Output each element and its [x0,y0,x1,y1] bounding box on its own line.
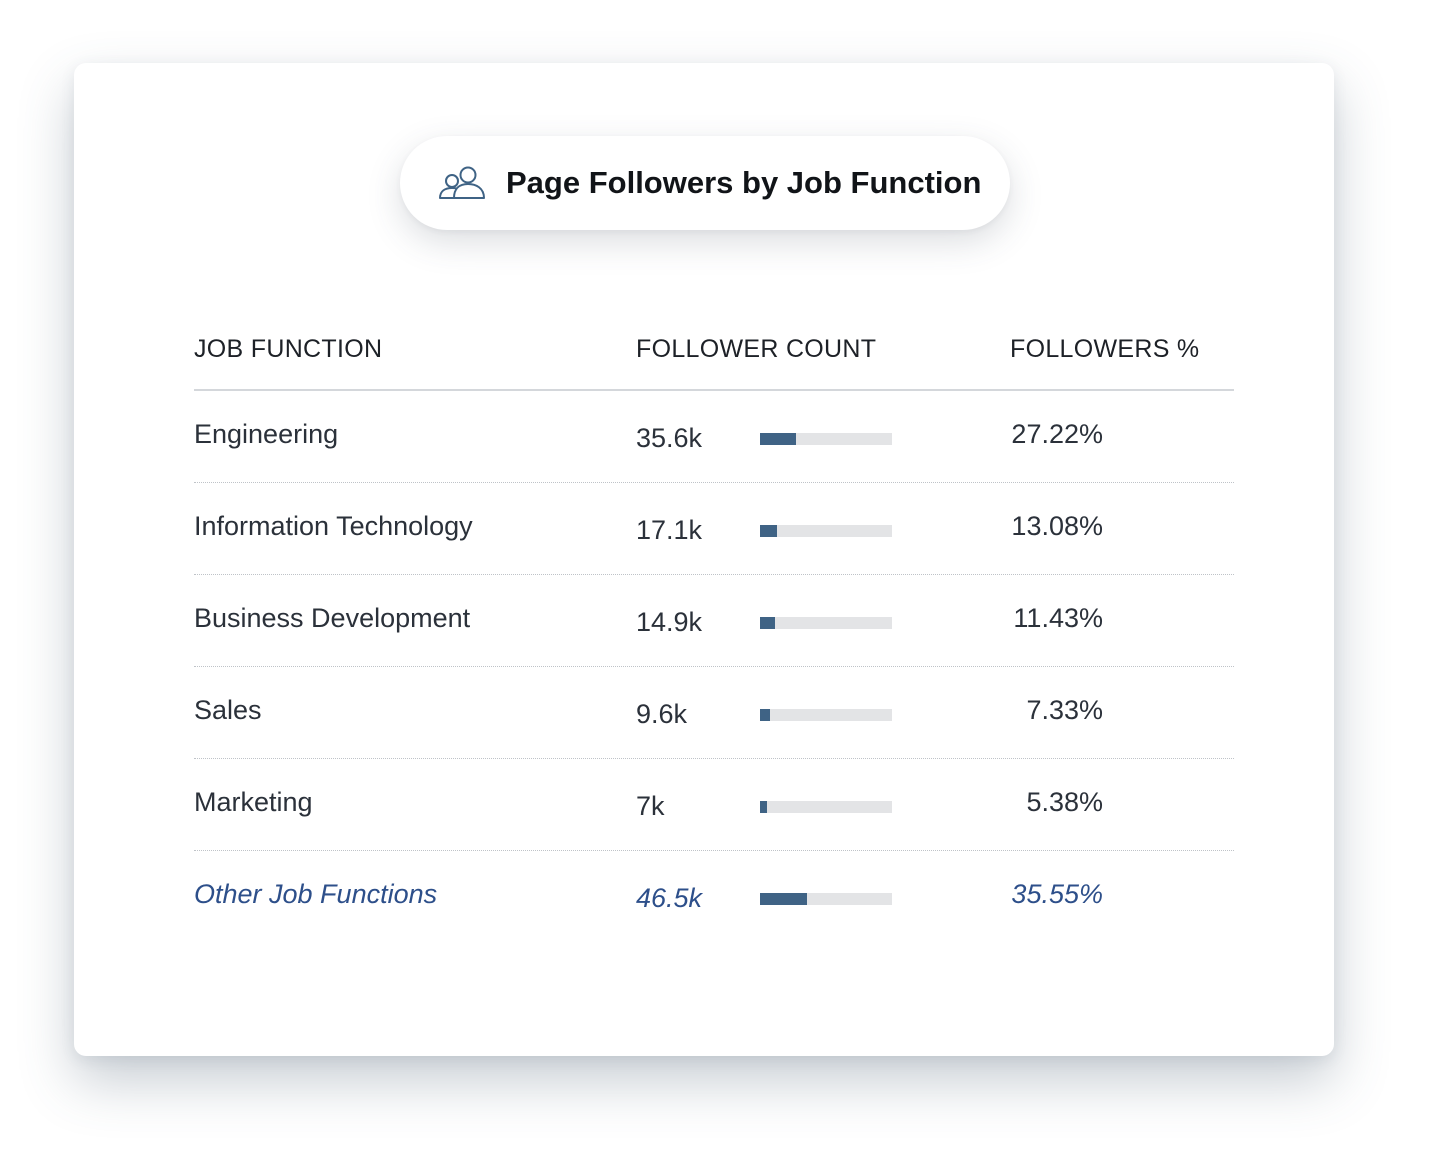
follower-count: 7k [636,791,665,821]
job-function-name: Marketing [194,787,313,817]
job-function-name: Business Development [194,603,471,633]
table-row: Information Technology 17.1k 13.08% [194,483,1234,575]
table-body: Engineering 35.6k 27.22% Information Tec… [194,391,1234,943]
share-bar-fill [760,893,807,905]
share-bar-track [760,709,892,721]
followers-percent: 11.43% [1013,603,1103,633]
table-row: Business Development 14.9k 11.43% [194,575,1234,667]
follower-count: 14.9k [636,607,703,637]
share-bar-fill [760,525,778,537]
followers-percent: 7.33% [1026,695,1103,725]
people-icon [439,166,485,199]
followers-percent: 35.55% [1011,879,1103,909]
column-header-follower-count: FOLLOWER COUNT [636,335,877,363]
share-bar-track [760,617,892,629]
followers-percent: 27.22% [1011,419,1103,449]
job-function-name: Information Technology [194,511,473,541]
share-bar-fill [760,617,776,629]
table-row: Engineering 35.6k 27.22% [194,391,1234,483]
job-function-name: Sales [194,695,262,725]
share-bar-track [760,893,892,905]
share-bar-track [760,525,892,537]
column-header-followers-pct: FOLLOWERS % [1010,335,1200,363]
job-function-name[interactable]: Other Job Functions [194,879,438,909]
job-function-name: Engineering [194,419,339,449]
table-row: Sales 9.6k 7.33% [194,667,1234,759]
share-bar-fill [760,801,768,813]
followers-percent: 5.38% [1026,787,1103,817]
share-bar-fill [760,709,770,721]
share-bar-track [760,801,892,813]
table-row-other[interactable]: Other Job Functions 46.5k 35.55% [194,851,1234,943]
table-row: Marketing 7k 5.38% [194,759,1234,851]
card-title: Page Followers by Job Function [506,165,982,200]
share-bar-track [760,433,892,445]
card-title-pill: Page Followers by Job Function [400,136,1010,230]
follower-count: 17.1k [636,515,703,545]
followers-percent: 13.08% [1011,511,1103,541]
share-bar-fill [760,433,796,445]
column-header-job-function: JOB FUNCTION [194,335,383,363]
follower-count: 9.6k [636,699,688,729]
follower-count: 46.5k [636,883,703,913]
table-header: JOB FUNCTION FOLLOWER COUNT FOLLOWERS % [194,335,1234,391]
followers-card: Page Followers by Job Function JOB FUNCT… [74,63,1334,1056]
follower-count: 35.6k [636,423,703,453]
